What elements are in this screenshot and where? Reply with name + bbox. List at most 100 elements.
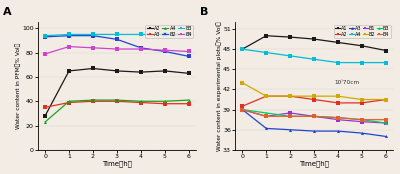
- A4: [186, 99, 191, 101]
- B1: [360, 121, 364, 123]
- A2: [240, 105, 245, 107]
- A4: [90, 99, 95, 101]
- Line: A2: A2: [241, 95, 388, 108]
- B2: [360, 98, 364, 101]
- B4: [43, 53, 48, 55]
- B1: [384, 122, 388, 124]
- Line: B1: B1: [241, 108, 388, 125]
- X-axis label: Time（h）: Time（h）: [299, 160, 329, 167]
- B2: [264, 95, 269, 97]
- Line: A4: A4: [241, 48, 388, 64]
- B3: [43, 35, 48, 37]
- B3: [312, 115, 316, 117]
- B1: [240, 109, 245, 111]
- A4: [43, 121, 48, 123]
- B3: [162, 33, 167, 35]
- A1: [312, 38, 316, 40]
- A2: [186, 72, 191, 74]
- A2: [288, 95, 292, 97]
- B4: [90, 47, 95, 49]
- A3: [264, 127, 269, 129]
- B2: [138, 47, 143, 49]
- A3: [138, 101, 143, 104]
- A1: [384, 49, 388, 52]
- B2: [312, 95, 316, 97]
- A3: [336, 130, 340, 132]
- B4: [336, 117, 340, 119]
- B4: [138, 48, 143, 50]
- B3: [90, 33, 95, 35]
- Line: A1: A1: [241, 34, 388, 52]
- B2: [240, 82, 245, 84]
- B1: [336, 119, 340, 121]
- A2: [312, 98, 316, 101]
- A1: [288, 36, 292, 38]
- A2: [162, 70, 167, 72]
- A2: [67, 70, 72, 72]
- B4: [240, 109, 245, 111]
- B3: [336, 117, 340, 119]
- A1: [240, 48, 245, 50]
- A4: [67, 100, 72, 102]
- Line: A2: A2: [44, 67, 190, 117]
- B3: [288, 115, 292, 117]
- Text: A: A: [3, 7, 12, 17]
- B4: [67, 46, 72, 48]
- X-axis label: Time（h）: Time（h）: [102, 160, 132, 167]
- B2: [336, 95, 340, 97]
- B2: [43, 36, 48, 38]
- B3: [67, 33, 72, 35]
- B1: [288, 112, 292, 114]
- A2: [43, 115, 48, 117]
- A2: [384, 98, 388, 101]
- A3: [162, 103, 167, 105]
- A2: [336, 102, 340, 104]
- Line: B2: B2: [241, 81, 388, 101]
- Text: 10⁾70cm: 10⁾70cm: [335, 80, 360, 85]
- B2: [288, 95, 292, 97]
- A1: [264, 35, 269, 37]
- B2: [90, 35, 95, 37]
- A2: [114, 70, 119, 72]
- A1: [360, 45, 364, 47]
- A4: [288, 55, 292, 57]
- A3: [288, 129, 292, 131]
- Legend: A2, A3, A4, B2, B3, B4: A2, A3, A4, B2, B3, B4: [145, 25, 194, 38]
- Line: A3: A3: [241, 108, 388, 138]
- Line: A4: A4: [44, 98, 190, 124]
- A3: [90, 100, 95, 102]
- B4: [114, 48, 119, 50]
- B3: [360, 119, 364, 121]
- A2: [90, 68, 95, 70]
- B4: [162, 49, 167, 51]
- Line: A3: A3: [44, 100, 190, 109]
- A3: [360, 132, 364, 134]
- B2: [162, 50, 167, 53]
- B2: [67, 35, 72, 37]
- B4: [186, 50, 191, 53]
- B3: [138, 33, 143, 35]
- A4: [264, 52, 269, 54]
- A4: [138, 100, 143, 102]
- B3: [114, 33, 119, 35]
- A4: [384, 62, 388, 64]
- B2: [384, 98, 388, 101]
- A3: [186, 103, 191, 105]
- B2: [114, 38, 119, 40]
- A2: [264, 95, 269, 97]
- B4: [384, 119, 388, 121]
- B2: [186, 55, 191, 57]
- B3: [240, 109, 245, 111]
- B1: [264, 115, 269, 117]
- A2: [360, 102, 364, 104]
- B4: [288, 115, 292, 117]
- A1: [336, 41, 340, 44]
- Line: B4: B4: [241, 108, 388, 121]
- Y-axis label: Water content in experimental plots（% Vol）: Water content in experimental plots（% Vo…: [216, 21, 222, 151]
- A4: [312, 58, 316, 60]
- Legend: A1, A2, A3, A4, B1, B2, B3, B4: A1, A2, A3, A4, B1, B2, B3, B4: [334, 25, 391, 38]
- A3: [240, 109, 245, 111]
- A4: [114, 99, 119, 101]
- A3: [67, 101, 72, 104]
- B4: [360, 119, 364, 121]
